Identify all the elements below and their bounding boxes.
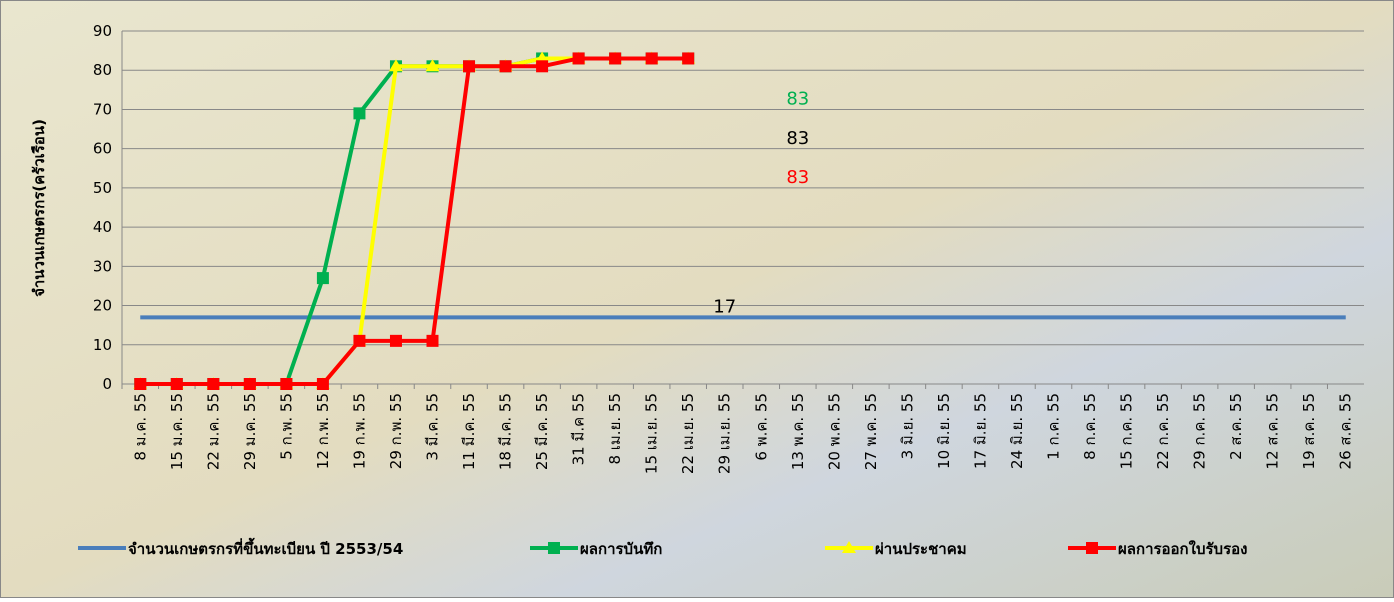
y-tick-label: 0 <box>102 375 112 393</box>
x-tick-label: 15 ก.ค. 55 <box>1118 393 1136 469</box>
legend-marker <box>842 541 856 553</box>
x-tick-label: 22 เม.ย. 55 <box>679 393 697 474</box>
x-tick-label: 8 เม.ย. 55 <box>606 393 624 465</box>
x-tick-label: 29 ก.ค. 55 <box>1191 393 1209 469</box>
annotation: 17 <box>713 297 736 318</box>
annotation: 83 <box>786 167 809 188</box>
x-tick-label: 1 ก.ค. 55 <box>1045 393 1063 460</box>
x-tick-label: 26 ส.ค. 55 <box>1337 393 1355 469</box>
marker <box>389 334 402 347</box>
y-tick-label: 20 <box>93 297 112 315</box>
x-tick-label: 25 มี.ค. 55 <box>533 393 551 470</box>
marker <box>316 378 329 390</box>
x-tick-label: 20 พ.ค. 55 <box>825 393 843 470</box>
x-tick-label: 8 ก.ค. 55 <box>1081 393 1099 460</box>
y-tick-label: 70 <box>93 100 112 118</box>
marker <box>645 52 658 65</box>
x-tick-label: 29 เม.ย. 55 <box>716 393 734 474</box>
x-tick-label: 11 มี.ค. 55 <box>460 393 478 470</box>
x-tick-label: 15 ม.ค. 55 <box>168 393 186 470</box>
x-tick-label: 5 ก.พ. 55 <box>277 393 295 460</box>
series-line <box>140 56 689 386</box>
x-tick-label: 19 ส.ค. 55 <box>1300 393 1318 469</box>
marker <box>134 378 147 390</box>
marker <box>388 59 403 72</box>
x-tick-label: 18 มี.ค. 55 <box>497 393 515 470</box>
x-tick-label: 29 ก.พ. 55 <box>387 393 405 469</box>
marker <box>170 378 183 390</box>
annotation: 83 <box>786 128 809 149</box>
marker <box>425 59 440 72</box>
x-tick-label: 3 มี.ค. 55 <box>424 393 442 461</box>
legend-label: จำนวนเกษตรกรที่ขึ้นทะเบียน ปี 2553/54 <box>128 537 403 558</box>
x-tick-label: 3 มิ.ย. 55 <box>898 393 916 459</box>
marker <box>682 52 695 65</box>
marker <box>463 60 476 73</box>
marker <box>353 334 366 347</box>
y-axis-title: จำนวนเกษตรกร(ครัวเรือน) <box>30 119 48 297</box>
x-tick-label: 8 ม.ค. 55 <box>131 393 149 461</box>
marker <box>207 378 220 390</box>
x-tick-label: 22 ก.ค. 55 <box>1154 393 1172 469</box>
marker <box>572 52 585 65</box>
y-tick-label: 90 <box>93 22 112 40</box>
x-tick-label: 19 ก.พ. 55 <box>350 393 368 469</box>
x-tick-label: 29 ม.ค. 55 <box>241 393 259 470</box>
y-tick-label: 50 <box>93 179 112 197</box>
y-tick-label: 40 <box>93 218 112 236</box>
x-tick-label: 6 พ.ค. 55 <box>752 393 770 461</box>
x-tick-label: 27 พ.ค. 55 <box>862 393 880 470</box>
marker <box>280 378 293 390</box>
legend-marker <box>1086 542 1098 554</box>
legend-label: ผลการบันทึก <box>580 540 662 558</box>
x-tick-label: 31 มี.ค 55 <box>570 393 588 465</box>
x-tick-label: 17 มิ.ย. 55 <box>971 393 989 469</box>
x-tick-label: 13 พ.ค. 55 <box>789 393 807 470</box>
marker <box>609 52 622 65</box>
marker <box>499 60 512 73</box>
x-tick-label: 12 ก.พ. 55 <box>314 393 332 469</box>
legend-label: ผ่านประชาคม <box>875 540 967 558</box>
y-tick-label: 60 <box>93 140 112 158</box>
x-tick-label: 2 ส.ค. 55 <box>1227 393 1245 460</box>
y-tick-label: 30 <box>93 257 112 275</box>
x-tick-label: 22 ม.ค. 55 <box>204 393 222 470</box>
y-tick-label: 80 <box>93 61 112 79</box>
x-tick-label: 10 มิ.ย. 55 <box>935 393 953 469</box>
x-tick-label: 24 มิ.ย. 55 <box>1008 393 1026 469</box>
marker <box>536 60 549 73</box>
annotation: 83 <box>786 89 809 110</box>
x-tick-label: 15 เม.ย. 55 <box>643 393 661 474</box>
marker <box>316 272 329 285</box>
marker <box>243 378 256 390</box>
x-tick-label: 12 ส.ค. 55 <box>1264 393 1282 469</box>
marker <box>426 334 439 347</box>
marker <box>353 107 366 120</box>
legend-label: ผลการออกใบรับรอง <box>1118 540 1247 558</box>
y-tick-label: 10 <box>93 336 112 354</box>
legend-marker <box>548 542 560 554</box>
